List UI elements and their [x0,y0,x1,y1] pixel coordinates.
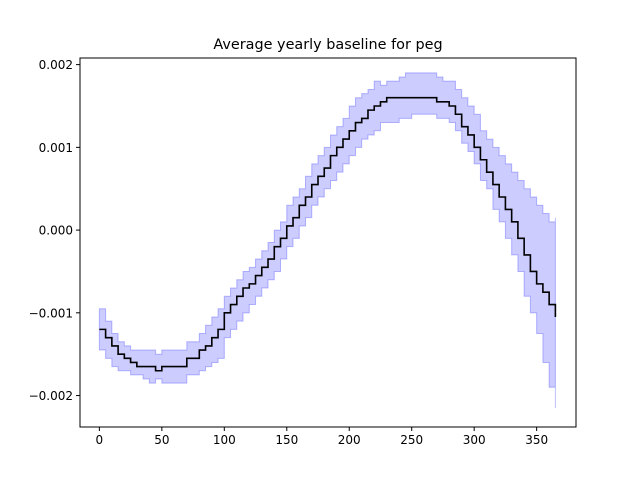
chart-title: Average yearly baseline for peg [213,37,442,53]
x-tick-label: 300 [463,433,486,447]
x-tick-label: 250 [400,433,423,447]
plot-area [98,72,557,408]
axes-frame [79,57,577,428]
confidence-band [98,72,556,408]
x-tick-label: 200 [338,433,361,447]
x-tick-label: 150 [275,433,298,447]
mean-line [99,96,557,372]
y-tick-label: 0.002 [39,58,73,72]
x-tick-label: 0 [96,433,104,447]
x-tick-label: 50 [154,433,169,447]
axes: 0 50 100 150 200 250 300 350 −0.002 −0.001 0.000 0.… [29,57,577,447]
y-tick-label: 0.001 [39,141,73,155]
y-tick-label: −0.001 [29,306,73,320]
y-tick-label: −0.002 [29,389,73,403]
x-tick-label: 100 [213,433,236,447]
y-tick-label: 0.000 [39,224,73,238]
x-tick-label: 350 [525,433,548,447]
